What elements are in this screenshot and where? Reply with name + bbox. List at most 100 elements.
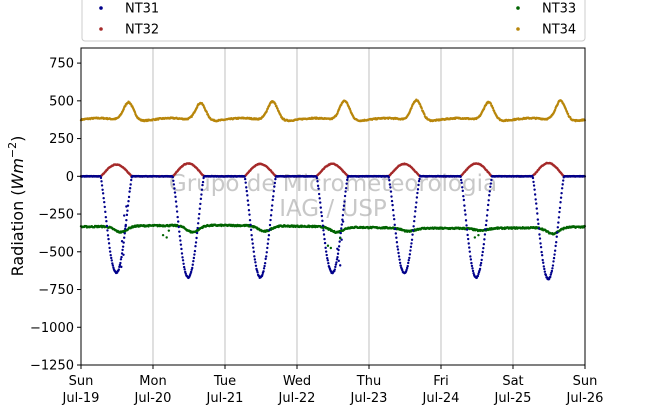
data-point-nt31 <box>120 255 123 259</box>
data-point-nt31 <box>102 196 105 200</box>
watermark: Grupo de Micrometeorologia IAG / USP <box>169 171 497 222</box>
data-point-nt31 <box>123 214 126 217</box>
data-point-nt31 <box>346 178 349 182</box>
data-point-nt31 <box>271 198 274 202</box>
data-point-nt31 <box>488 194 491 197</box>
data-point-nt31 <box>100 184 104 187</box>
data-point-nt31 <box>117 268 121 271</box>
data-point-nt31 <box>405 266 409 270</box>
x-tick-label-date: Jul-23 <box>350 391 388 406</box>
data-point-nt31 <box>490 178 493 182</box>
data-point-nt31 <box>464 213 467 216</box>
data-point-nt34 <box>553 108 557 112</box>
data-point-nt31 <box>198 207 201 210</box>
data-point-nt31 <box>485 214 489 217</box>
data-point-nt31 <box>461 189 464 193</box>
data-point-nt31 <box>389 190 393 193</box>
data-point-nt31 <box>263 264 266 268</box>
data-point-nt31 <box>412 219 416 223</box>
data-point-nt34 <box>566 112 570 116</box>
data-point-nt31 <box>193 249 197 253</box>
data-point-nt31 <box>317 192 321 196</box>
data-point-nt31 <box>463 209 467 212</box>
data-point-nt31 <box>246 199 250 202</box>
data-point-nt31 <box>119 258 123 261</box>
y-axis-label: Radiation (Wm−2) <box>6 136 27 277</box>
data-point-nt31 <box>267 238 270 241</box>
data-point-nt31 <box>391 203 394 207</box>
data-point-nt31 <box>174 195 177 199</box>
data-point-nt31 <box>479 261 483 265</box>
data-point-nt31 <box>268 223 272 227</box>
data-point-nt31 <box>464 219 468 222</box>
data-point-nt31 <box>254 261 257 264</box>
data-point-nt31 <box>468 246 471 249</box>
data-point-nt31 <box>539 242 542 245</box>
data-point-nt31 <box>397 255 401 258</box>
data-point-nt31 <box>343 194 347 198</box>
data-point-nt31 <box>322 233 326 236</box>
data-point-nt34 <box>274 102 277 106</box>
data-point-nt33 <box>161 233 165 237</box>
data-point-nt31 <box>263 261 267 265</box>
data-point-nt31 <box>543 270 547 273</box>
data-point-nt31 <box>340 227 343 230</box>
data-point-nt31 <box>111 262 114 265</box>
data-point-nt31 <box>462 194 465 198</box>
data-point-nt31 <box>539 245 543 249</box>
data-point-nt31 <box>562 179 565 182</box>
y-tick-label: −250 <box>38 208 74 223</box>
data-point-nt31 <box>535 202 538 205</box>
data-point-nt31 <box>483 233 487 236</box>
data-point-nt31 <box>549 275 552 279</box>
data-point-nt31 <box>531 174 534 178</box>
data-point-nt31 <box>272 195 275 198</box>
legend-marker-nt34 <box>516 27 520 31</box>
data-point-nt31 <box>201 183 204 187</box>
data-point-nt31 <box>540 250 543 254</box>
x-tick-label-day: Wed <box>283 374 311 389</box>
data-point-nt31 <box>119 261 122 265</box>
data-point-nt31 <box>394 232 398 235</box>
data-point-nt31 <box>318 197 321 200</box>
data-point-nt31 <box>200 188 204 191</box>
data-point-nt31 <box>556 231 559 234</box>
data-point-nt31 <box>536 212 539 215</box>
data-point-nt31 <box>199 202 202 206</box>
data-point-nt31 <box>178 230 181 233</box>
data-point-nt31 <box>273 181 277 185</box>
legend-marker-nt33 <box>516 6 520 10</box>
data-point-nt31 <box>249 228 253 232</box>
data-point-nt31 <box>200 193 203 196</box>
data-point-nt31 <box>196 226 199 230</box>
data-point-nt31 <box>110 259 113 262</box>
data-point-nt31 <box>120 265 123 269</box>
data-point-nt31 <box>476 274 480 278</box>
data-point-nt31 <box>558 210 561 214</box>
data-point-nt31 <box>324 246 327 250</box>
data-point-nt31 <box>103 205 106 209</box>
data-point-nt31 <box>326 259 329 262</box>
data-point-nt31 <box>469 258 473 261</box>
data-point-nt31 <box>182 265 186 269</box>
data-point-nt31 <box>130 178 133 182</box>
data-point-nt31 <box>250 238 254 241</box>
data-point-nt31 <box>469 255 472 258</box>
data-point-nt31 <box>252 246 255 249</box>
data-point-nt31 <box>408 253 412 256</box>
data-point-nt31 <box>341 218 344 221</box>
data-point-nt31 <box>176 215 179 219</box>
data-point-nt31 <box>417 183 420 187</box>
data-point-nt31 <box>272 190 275 193</box>
data-point-nt31 <box>104 215 108 219</box>
data-point-nt31 <box>543 267 546 271</box>
data-point-nt31 <box>180 247 183 251</box>
x-tick-label-date: Jul-19 <box>62 391 100 406</box>
data-point-nt31 <box>478 267 482 271</box>
data-point-nt31 <box>551 267 554 270</box>
data-point-nt31 <box>544 273 548 277</box>
data-point-nt31 <box>550 271 553 274</box>
data-point-nt31 <box>107 237 110 241</box>
legend-box <box>81 0 586 42</box>
data-point-nt31 <box>253 255 256 258</box>
